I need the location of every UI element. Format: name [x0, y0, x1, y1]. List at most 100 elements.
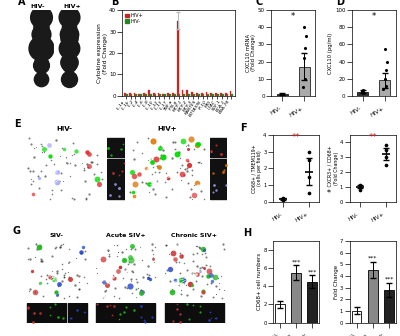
Point	[56, 281, 63, 287]
Point	[80, 168, 87, 173]
Bar	[136, 303, 155, 323]
Point	[136, 171, 142, 176]
Point	[189, 196, 196, 202]
Point	[204, 281, 210, 287]
Bar	[169, 94, 171, 96]
Point	[158, 181, 165, 186]
Bar	[198, 94, 200, 96]
Point	[111, 242, 117, 248]
Point	[382, 76, 388, 81]
Point	[152, 191, 158, 197]
Point	[129, 290, 136, 295]
Text: *: *	[291, 12, 295, 20]
Point	[197, 161, 204, 166]
Bar	[145, 94, 147, 96]
Point	[36, 175, 42, 180]
Point	[156, 147, 162, 152]
Point	[148, 157, 154, 162]
Point	[130, 269, 136, 275]
Point	[39, 149, 46, 155]
Point	[205, 274, 211, 279]
Point	[205, 273, 212, 279]
Point	[35, 186, 42, 191]
Point	[221, 287, 227, 293]
Point	[191, 146, 197, 152]
Point	[382, 155, 389, 160]
Bar	[164, 94, 166, 96]
Point	[172, 257, 178, 262]
Point	[184, 267, 190, 273]
Point	[47, 154, 53, 159]
Point	[170, 288, 176, 294]
Point	[78, 250, 84, 255]
Point	[76, 286, 82, 291]
Point	[218, 274, 224, 279]
Point	[82, 256, 89, 261]
Point	[99, 256, 106, 261]
Point	[145, 276, 151, 281]
Point	[69, 195, 75, 200]
Point	[191, 270, 197, 276]
Text: ***: ***	[368, 256, 378, 260]
Point	[37, 242, 43, 248]
Point	[174, 301, 180, 306]
Point	[208, 278, 215, 283]
Point	[53, 137, 60, 143]
Point	[216, 281, 222, 286]
Point	[188, 186, 194, 192]
Point	[148, 314, 155, 320]
Point	[30, 319, 36, 324]
Point	[41, 150, 47, 155]
Point	[301, 55, 307, 61]
Point	[173, 241, 180, 246]
Point	[156, 140, 162, 145]
Bar	[227, 94, 228, 96]
Bar	[134, 93, 135, 96]
Point	[57, 153, 63, 159]
Point	[189, 270, 196, 276]
Point	[303, 33, 309, 39]
Point	[38, 168, 44, 174]
Point	[221, 246, 227, 251]
Point	[172, 277, 178, 283]
Point	[35, 174, 41, 179]
Point	[180, 138, 187, 143]
Bar	[208, 94, 209, 96]
Point	[140, 274, 146, 279]
Point	[121, 161, 127, 166]
Point	[156, 169, 163, 175]
Point	[62, 270, 68, 275]
Point	[197, 245, 203, 251]
Point	[48, 157, 54, 162]
Point	[110, 303, 117, 308]
Point	[170, 318, 176, 323]
Point	[357, 183, 363, 188]
Bar	[210, 159, 227, 178]
Bar	[368, 270, 378, 323]
Point	[181, 166, 188, 171]
Point	[120, 142, 126, 147]
Point	[162, 270, 168, 276]
Point	[120, 257, 127, 262]
Point	[115, 295, 122, 300]
Point	[32, 255, 38, 260]
Bar	[159, 94, 161, 96]
Point	[81, 309, 87, 314]
Bar	[210, 138, 227, 157]
Point	[76, 274, 82, 279]
Point	[151, 259, 158, 265]
Point	[138, 288, 145, 293]
Point	[62, 157, 69, 163]
Point	[61, 272, 68, 278]
Point	[207, 149, 214, 155]
Point	[131, 173, 137, 179]
Point	[177, 253, 184, 258]
Point	[185, 159, 191, 164]
Point	[108, 152, 114, 157]
Point	[139, 257, 146, 262]
Point	[66, 28, 72, 33]
Point	[184, 142, 191, 148]
Point	[73, 148, 79, 154]
Bar	[193, 94, 195, 96]
Point	[194, 142, 200, 148]
